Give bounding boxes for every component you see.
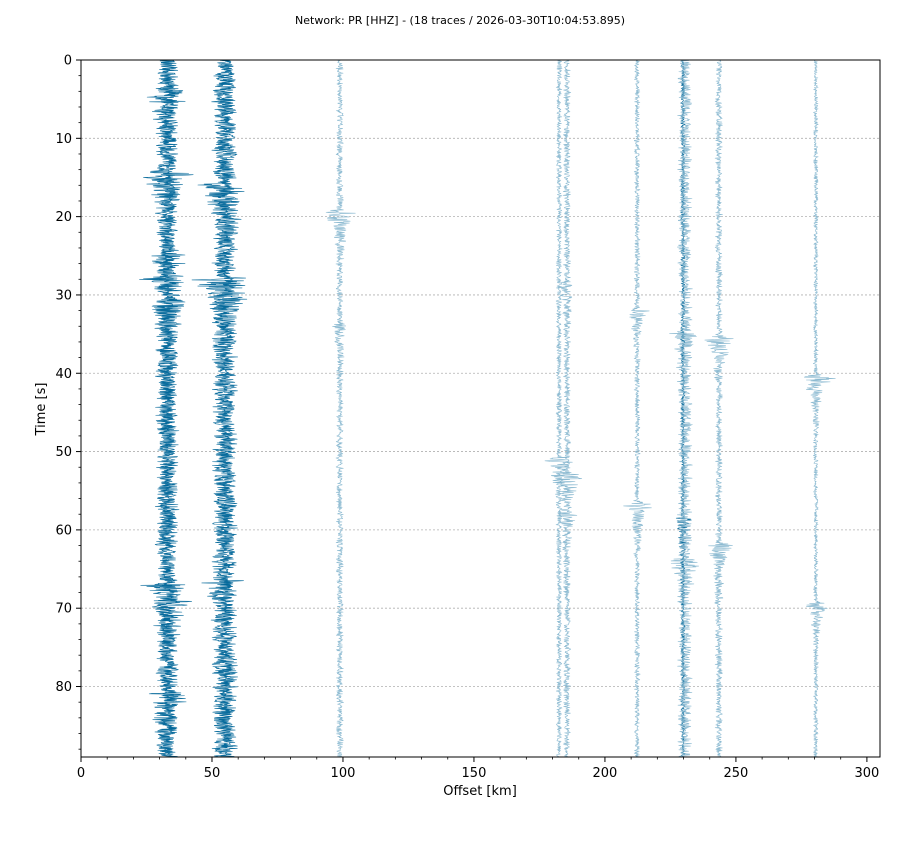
x-tick-label: 150 [462,766,487,781]
y-axis: 0 10 20 30 40 50 60 70 80 [55,54,81,750]
y-tick-label: 20 [55,210,72,225]
chart-title: Network: PR [HHZ] - (18 traces / 2026-03… [295,14,625,27]
x-tick-label: 200 [593,766,618,781]
trace-3 [212,59,248,758]
trace-1 [151,59,192,758]
y-tick-label: 60 [55,523,72,538]
y-tick-label: 0 [64,54,72,69]
y-axis-title: Time [s] [34,383,49,437]
x-tick-label: 50 [204,766,221,781]
plot-frame [80,59,881,758]
trace-11 [804,59,836,758]
trace-0 [139,59,194,758]
y-tick-label: 50 [55,445,72,460]
trace-4 [325,59,356,758]
y-tick-label: 30 [55,288,72,303]
x-axis-title: Offset [km] [443,784,517,799]
x-tick-label: 100 [331,766,356,781]
trace-6 [550,59,583,758]
trace-2 [191,59,246,758]
y-tick-label: 70 [55,602,72,617]
trace-5 [544,59,573,758]
x-tick-label: 0 [77,766,85,781]
trace-9 [669,59,699,758]
x-axis: 0 50 100 150 200 250 300 [77,757,879,781]
y-tick-label: 40 [55,367,72,382]
y-tick-label: 80 [55,680,72,695]
trace-10 [704,59,734,758]
x-tick-label: 300 [854,766,879,781]
x-tick-label: 250 [724,766,749,781]
grid-lines [81,137,880,687]
traces [139,59,836,758]
y-tick-label: 10 [55,132,72,147]
trace-7 [623,59,652,758]
